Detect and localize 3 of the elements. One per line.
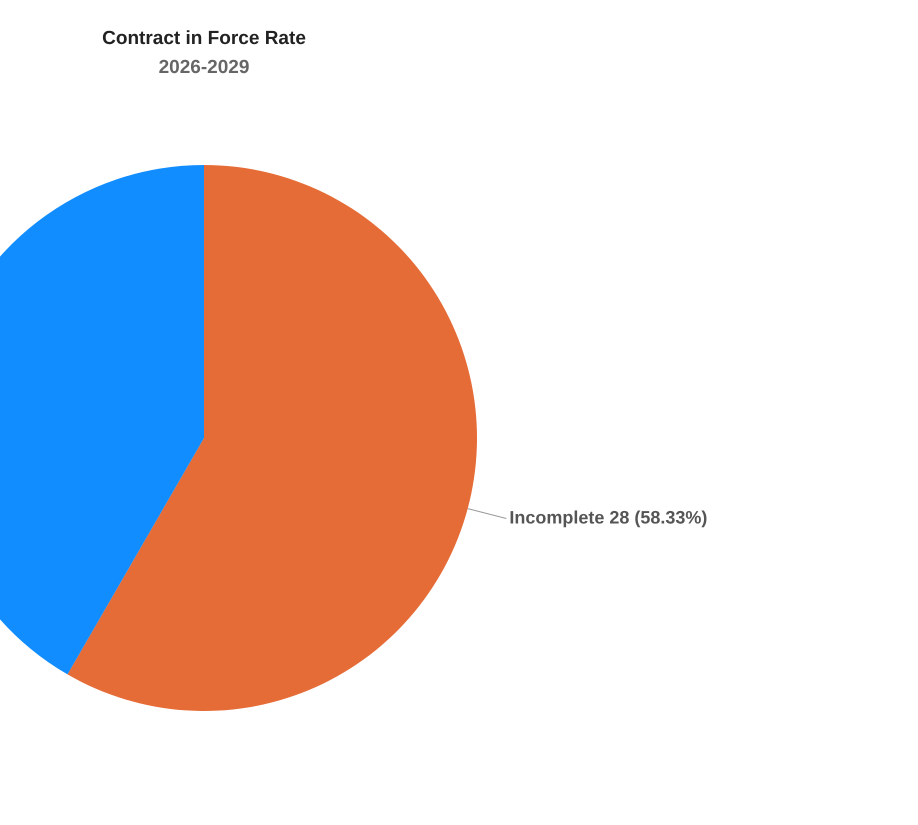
chart-title: Contract in Force Rate <box>102 28 306 49</box>
slice-label: Incomplete 28 (58.33%) <box>509 508 708 528</box>
chart-subtitle: 2026-2029 <box>158 57 250 78</box>
